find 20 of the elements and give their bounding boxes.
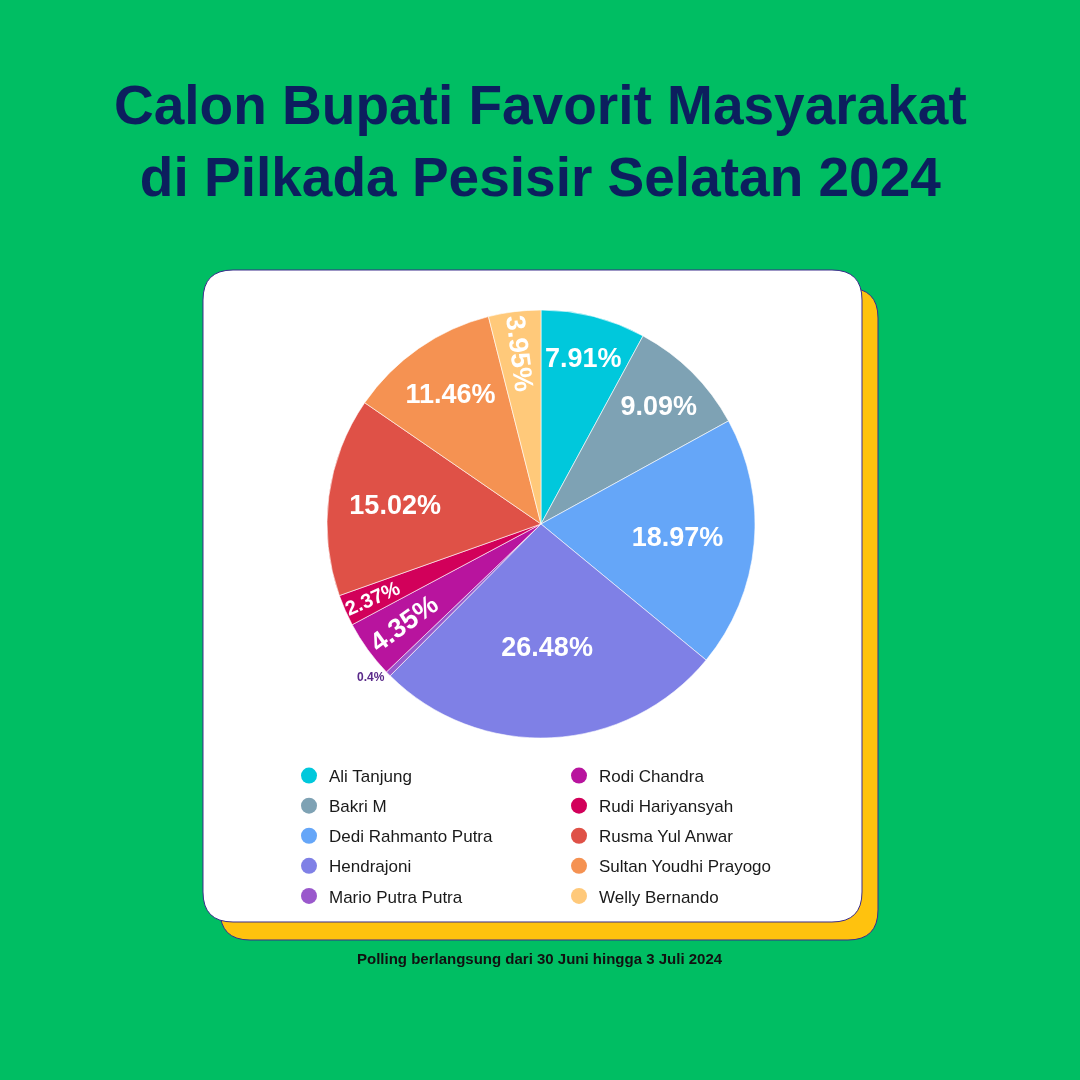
legend-label: Dedi Rahmanto Putra: [329, 827, 494, 847]
data-label: 9.09%: [620, 390, 698, 421]
legend-label: Welly Bernando: [599, 887, 719, 907]
legend-label: Rodi Chandra: [599, 767, 705, 787]
legend-label: Ali Tanjung: [329, 767, 412, 787]
legend-label: Sultan Youdhi Prayogo: [599, 857, 772, 877]
chart-title: Calon Bupati Favorit Masyarakat di Pilkada Pesisir Selatan 2024: [114, 74, 967, 208]
legend-label: Rusma Yul Anwar: [599, 827, 734, 847]
data-label: 11.46%: [405, 379, 496, 410]
legend-label: Bakri M: [329, 797, 387, 817]
legend-label: Mario Putra Putra: [329, 887, 463, 907]
data-label: 7.91%: [544, 342, 622, 373]
data-label: 15.02%: [349, 489, 441, 520]
data-label: 18.97%: [631, 521, 724, 552]
data-label: 0.4%: [357, 670, 385, 685]
legend-label: Rudi Hariyansyah: [599, 797, 734, 817]
data-label: 26.48%: [501, 631, 593, 662]
data-label: 3.95%: [500, 313, 540, 394]
text: Polling berlangsung dari 30 Juni hingga 3 Juli 2024: [357, 950, 723, 967]
legend-label: Hendrajoni: [329, 857, 412, 877]
